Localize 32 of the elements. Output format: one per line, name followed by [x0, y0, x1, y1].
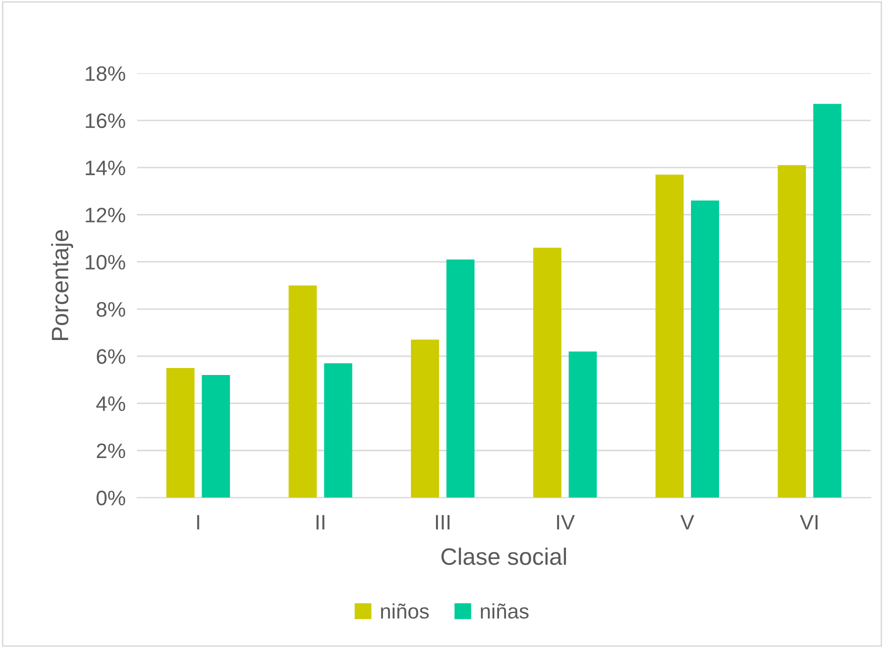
bar: [813, 104, 842, 498]
bar: [446, 260, 475, 498]
bar: [166, 368, 194, 498]
y-tick-label: 8%: [96, 302, 126, 317]
bar: [778, 165, 806, 498]
bar: [288, 285, 317, 498]
legend-label: niños: [381, 603, 429, 619]
x-tick-label: II: [316, 515, 324, 530]
y-tick-label: 4%: [96, 396, 126, 412]
x-tick-label: IV: [557, 515, 575, 530]
y-tick-label: 6%: [96, 349, 126, 364]
bar: [202, 375, 230, 498]
bar: [410, 340, 440, 498]
legend-label: niñas: [480, 603, 529, 619]
bar: [568, 351, 597, 498]
y-axis-title: Porcentaje: [51, 230, 74, 340]
x-tick-label: I: [197, 515, 200, 530]
x-axis-title: Clase social: [441, 548, 566, 565]
y-tick-label: 10%: [86, 254, 126, 270]
y-tick-label: 18%: [86, 66, 126, 81]
x-tick-label: III: [436, 515, 450, 530]
y-tick-label: 0%: [96, 490, 126, 506]
bar: [656, 174, 684, 498]
bar: [533, 248, 562, 498]
x-tick-label: VI: [800, 515, 818, 530]
y-tick-label: 14%: [86, 160, 126, 176]
x-tick-label: V: [680, 515, 694, 530]
y-tick-label: 16%: [86, 113, 126, 128]
bar: [324, 363, 352, 498]
bar: [690, 200, 720, 498]
y-tick-label: 12%: [86, 208, 126, 222]
y-tick-label: 2%: [96, 444, 126, 458]
